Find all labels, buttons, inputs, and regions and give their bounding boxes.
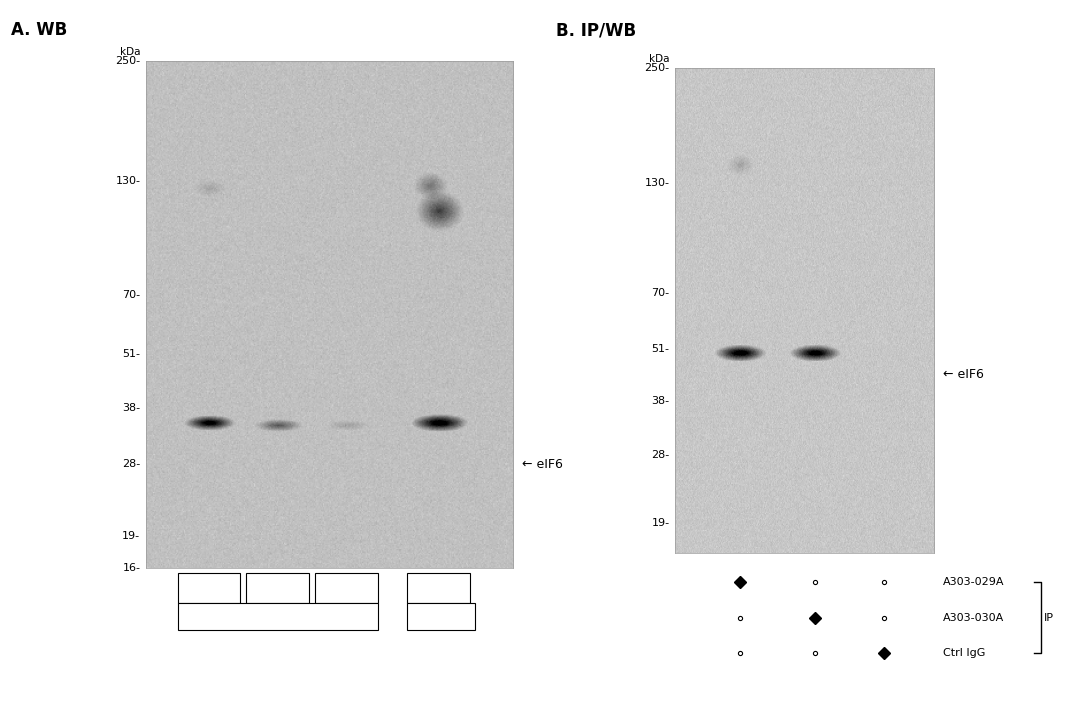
Text: 28-: 28- [122,459,140,469]
Text: ← eIF6: ← eIF6 [943,368,984,381]
Bar [177,603,378,630]
Text: 70-: 70- [651,288,670,298]
Text: 15: 15 [270,582,286,595]
Text: kDa: kDa [649,54,670,64]
Bar [407,573,470,603]
Text: 5: 5 [342,582,351,595]
Bar [177,573,240,603]
Text: 50: 50 [431,582,446,595]
Text: 51-: 51- [651,343,670,353]
Text: 250-: 250- [645,63,670,73]
Text: 250-: 250- [116,56,140,66]
Text: 19-: 19- [651,518,670,528]
Text: HeLa: HeLa [261,610,294,623]
Text: 130-: 130- [645,178,670,188]
Text: 16-: 16- [122,563,140,573]
Text: A. WB: A. WB [11,21,67,39]
Text: 38-: 38- [651,396,670,406]
Text: 38-: 38- [122,403,140,413]
Text: 51-: 51- [122,349,140,359]
Text: B. IP/WB: B. IP/WB [556,21,636,39]
Bar [246,573,309,603]
Bar [315,573,378,603]
Text: A303-030A: A303-030A [943,613,1004,623]
Text: kDa: kDa [120,47,140,57]
Text: A303-029A: A303-029A [943,577,1004,587]
Text: M: M [435,610,446,623]
Text: 50: 50 [201,582,217,595]
Text: 130-: 130- [116,176,140,186]
Text: 70-: 70- [122,291,140,301]
Text: 28-: 28- [651,450,670,460]
Text: 19-: 19- [122,531,140,541]
Text: IP: IP [1044,613,1054,623]
Text: ← eIF6: ← eIF6 [522,458,563,471]
Text: Ctrl IgG: Ctrl IgG [943,648,985,658]
Bar [407,603,475,630]
